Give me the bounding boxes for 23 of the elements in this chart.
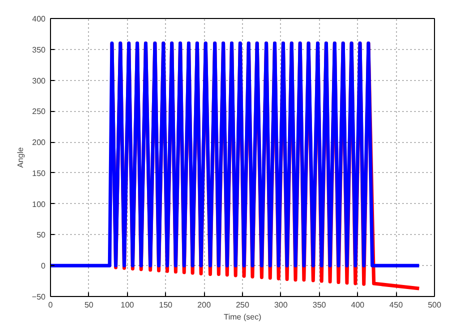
- y-tick-label: −50: [32, 292, 46, 302]
- x-tick-label: 300: [274, 300, 288, 310]
- x-tick-label: 200: [197, 300, 212, 310]
- y-tick-label: 50: [36, 230, 46, 240]
- y-tick-label: 200: [32, 138, 46, 148]
- y-tick-label: 400: [32, 14, 46, 24]
- x-tick-label: 450: [389, 300, 404, 310]
- y-tick-label: 350: [32, 45, 46, 54]
- y-axis-title: Angle: [16, 146, 25, 168]
- x-tick-label: 50: [84, 300, 94, 310]
- y-tick-label: 0: [41, 262, 46, 271]
- x-tick-label: 100: [120, 300, 135, 310]
- x-axis-title: Time (sec): [224, 312, 262, 322]
- y-tick-label: 300: [32, 76, 46, 86]
- x-tick-label: 250: [236, 300, 250, 310]
- y-tick-label: 100: [32, 200, 46, 209]
- y-tick-label: 150: [32, 168, 46, 178]
- x-tick-label: 350: [312, 300, 327, 310]
- x-tick-label: 150: [159, 300, 173, 310]
- x-tick-label: 0: [48, 300, 54, 310]
- y-tick-label: 250: [32, 107, 46, 116]
- x-tick-label: 400: [351, 300, 365, 310]
- x-tick-label: 500: [428, 300, 442, 310]
